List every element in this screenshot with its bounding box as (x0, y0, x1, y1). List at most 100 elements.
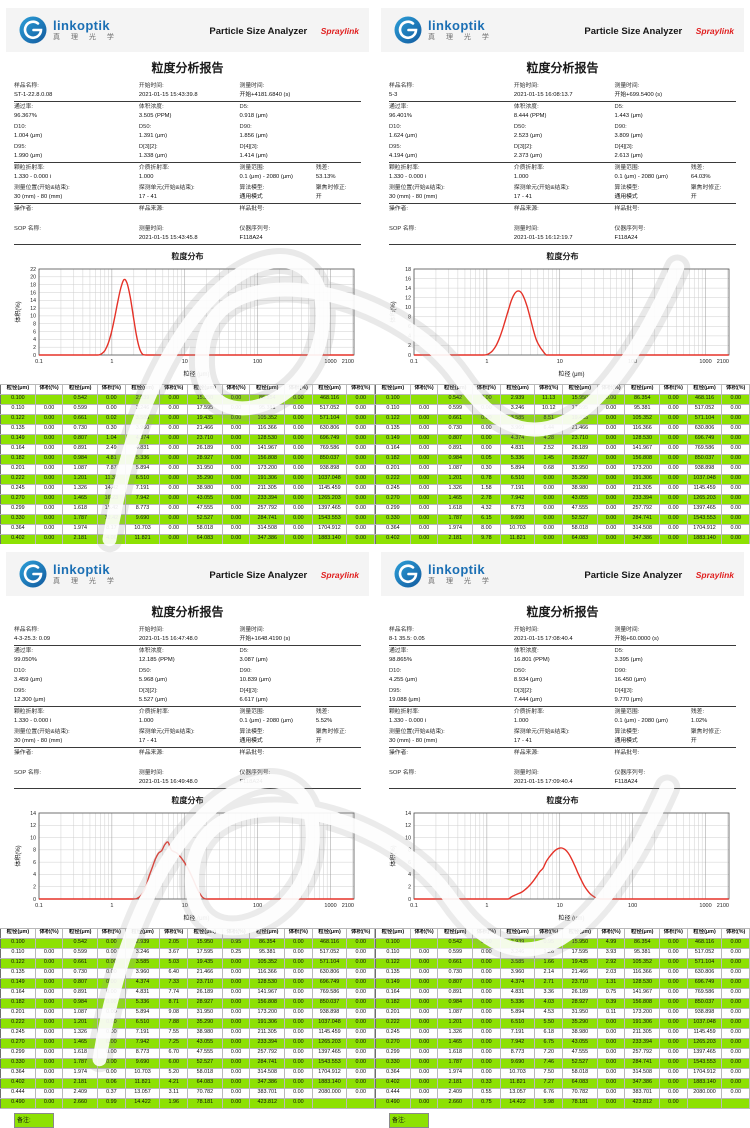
cell-volume: 2.49 (97, 443, 126, 455)
col-header-volume: 体积(%) (284, 927, 313, 939)
table-row: 0.330 0.00 1.787 12.42 9.690 0.00 52.527 0.00 28… (0, 513, 375, 525)
cell-size: 0.661 (437, 957, 474, 969)
cell-size: 14.422 (499, 1097, 536, 1109)
cell-volume: 16.23 (97, 493, 126, 505)
col-header-volume: 体积(%) (596, 383, 626, 395)
cell-size: 0.807 (62, 433, 99, 445)
cell-size: 0.891 (437, 443, 474, 455)
cell-size: 19.435 (186, 957, 223, 969)
cell-size: 86.354 (624, 937, 661, 949)
meta-value (14, 779, 139, 786)
cell-size: 0.330 (375, 1057, 411, 1069)
cell-size: 3.960 (499, 967, 536, 979)
x-axis-label: 粒径 (μm) (183, 914, 209, 922)
table-row: 0.490 0.00 2.660 0.99 14.422 1.96 78.181 0.00 42… (0, 1097, 375, 1109)
cell-volume: 0.00 (159, 403, 188, 415)
meta-field: SOP 名称: (389, 226, 514, 242)
svg-text:12: 12 (30, 823, 36, 829)
report-title: 粒度分析报告 (526, 61, 599, 75)
col-header-volume: 体积(%) (472, 927, 501, 939)
cell-volume: 0.00 (659, 433, 688, 445)
cell-volume: 0.00 (34, 443, 64, 455)
cell-volume: 0.00 (346, 483, 375, 495)
cell-size: 3.585 (499, 957, 536, 969)
cell-volume: 0.00 (659, 1077, 688, 1089)
svg-text:16: 16 (405, 276, 411, 282)
svg-text:6: 6 (408, 860, 411, 866)
meta-row: 通过率: 96.367% 体积浓度: 3.505 (PPM) D5: 0.918 (μm) (14, 102, 361, 122)
cell-volume: 0.00 (472, 957, 501, 969)
cell-volume: 0.00 (409, 1077, 439, 1089)
cell-volume: 0.00 (284, 1097, 313, 1109)
cell-volume: 0.00 (472, 1007, 501, 1019)
cell-size: 257.792 (249, 1047, 286, 1059)
cell-volume: 0.00 (534, 483, 563, 495)
cell-size: 2.939 (499, 393, 536, 405)
cell-volume: 0.00 (284, 513, 313, 525)
cell-volume: 0.00 (159, 503, 188, 515)
meta-field: 探测单元(开始&结束): 17 - 41 (514, 729, 615, 745)
meta-label: 介质折射率: (513, 708, 545, 715)
col-header-size: 粒径(μm) (375, 927, 411, 939)
svg-text:0.1: 0.1 (35, 903, 43, 909)
cell-size: 0.270 (0, 493, 36, 505)
cell-size: 0.444 (0, 1087, 36, 1099)
app-title-text: Particle Size Analyzer (209, 570, 308, 581)
cell-size: 0.182 (375, 453, 411, 465)
metadata-grid: 样品名称: 4-3-25.3: 0.09 开始时间: 2021-01-15 16:47… (14, 625, 361, 789)
cell-volume: 0.99 (97, 1097, 126, 1109)
meta-field: 样品批号: (240, 750, 361, 766)
linkoptik-logo: linkoptik 真 理 光 学 (393, 15, 493, 45)
report-title: 粒度分析报告 (526, 605, 599, 619)
table-row: 0.135 0.00 0.730 0.30 3.960 0.00 21.466 0.00 116… (0, 423, 375, 435)
cell-volume: 0.00 (596, 1097, 626, 1109)
cell-volume: 0.00 (659, 483, 688, 495)
meta-field: 聚焦时修正: 开 (316, 185, 361, 201)
cell-size: 850.037 (311, 997, 348, 1009)
cell-volume: 0.00 (34, 997, 64, 1009)
meta-value: 3.395 (μm) (614, 656, 643, 663)
cell-size: 1543.553 (686, 513, 723, 525)
cell-size: 5.894 (499, 1007, 536, 1019)
cell-volume: 2.14 (534, 967, 563, 979)
meta-label: 操作者: (389, 749, 409, 756)
cell-volume: 0.00 (221, 483, 251, 495)
cell-size: 0.182 (0, 997, 36, 1009)
cell-volume: 0.00 (472, 413, 501, 425)
cell-volume: 0.00 (34, 483, 64, 495)
meta-value: 开始+1648.4190 (s) (239, 635, 291, 642)
cell-size: 1145.459 (686, 483, 723, 495)
cell-size: 23.710 (186, 433, 223, 445)
cell-size: 571.104 (686, 413, 723, 425)
meta-value: 17 - 41 (513, 737, 532, 744)
app-title: Particle Size Analyzer Spraylink (584, 565, 734, 583)
col-header-size: 粒径(μm) (437, 927, 474, 939)
col-header-volume: 体积(%) (534, 927, 563, 939)
cell-size: 0.122 (0, 413, 36, 425)
cell-volume: 0.00 (721, 533, 750, 545)
cell-size: 43.055 (561, 1037, 598, 1049)
svg-text:1: 1 (485, 359, 488, 365)
cell-volume: 0.00 (409, 1057, 439, 1069)
cell-volume (34, 937, 64, 949)
meta-row: 测量位置(开始&结束): 30 (mm) - 80 (mm) 探测单元(开始&结束)… (14, 183, 361, 204)
cell-volume: 0.00 (34, 413, 64, 425)
meta-field: D90: 3.809 (μm) (615, 124, 736, 140)
col-header-volume: 体积(%) (34, 383, 64, 395)
meta-value: 96.401% (389, 112, 412, 119)
table-row: 0.201 0.00 1.087 0.30 5.894 0.68 31.950 0.00 173… (375, 463, 750, 475)
svg-text:0.1: 0.1 (410, 903, 418, 909)
cell-size: 383.701 (249, 1087, 286, 1099)
metadata-grid: 样品名称: 5-3 开始时间: 2021-01-15 16:08:13.7 测量时间: 开… (389, 81, 736, 245)
meta-label: 开始时间: (513, 627, 539, 633)
meta-label: D10: (389, 123, 402, 130)
cell-size: 0.149 (375, 977, 411, 989)
svg-text:100: 100 (253, 359, 262, 365)
meta-label: 开始时间: (138, 627, 164, 633)
cell-volume: 0.00 (97, 977, 126, 989)
cell-volume: 0.00 (659, 503, 688, 515)
cell-volume: 0.00 (409, 473, 439, 485)
cell-size: 1.087 (62, 463, 99, 475)
cell-size: 769.586 (311, 443, 348, 455)
